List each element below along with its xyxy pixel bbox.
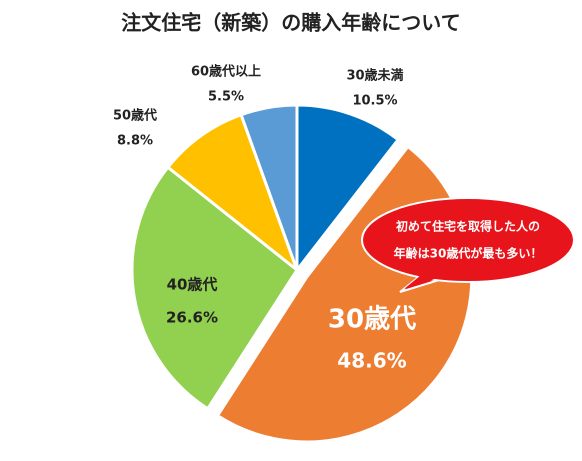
- slice-label: 50歳代: [113, 108, 157, 124]
- callout-text: 初めて住宅を取得した人の: [396, 219, 540, 234]
- pie-slice: [165, 112, 301, 275]
- callout: [361, 197, 575, 283]
- chart-title: 注文住宅（新築）の購入年齢について: [121, 11, 460, 35]
- slice-label: 60歳代以上: [191, 64, 261, 80]
- value-label: 5.5%: [208, 90, 244, 105]
- pie-slice: [239, 103, 299, 271]
- slice-label: 30歳未満: [346, 68, 403, 84]
- slice-label: 30歳代: [328, 305, 416, 335]
- slice-label: 40歳代: [167, 276, 218, 294]
- pie-slice: [130, 165, 299, 411]
- value-label: 8.8%: [117, 134, 153, 149]
- value-label: 48.6%: [337, 349, 406, 373]
- value-label: 26.6%: [166, 309, 218, 327]
- pie-slice: [295, 103, 401, 275]
- value-label: 10.5%: [352, 94, 397, 109]
- callout-text: 年齢は30歳代が最も多い！: [394, 246, 543, 261]
- callout-tail-fill: [404, 266, 450, 289]
